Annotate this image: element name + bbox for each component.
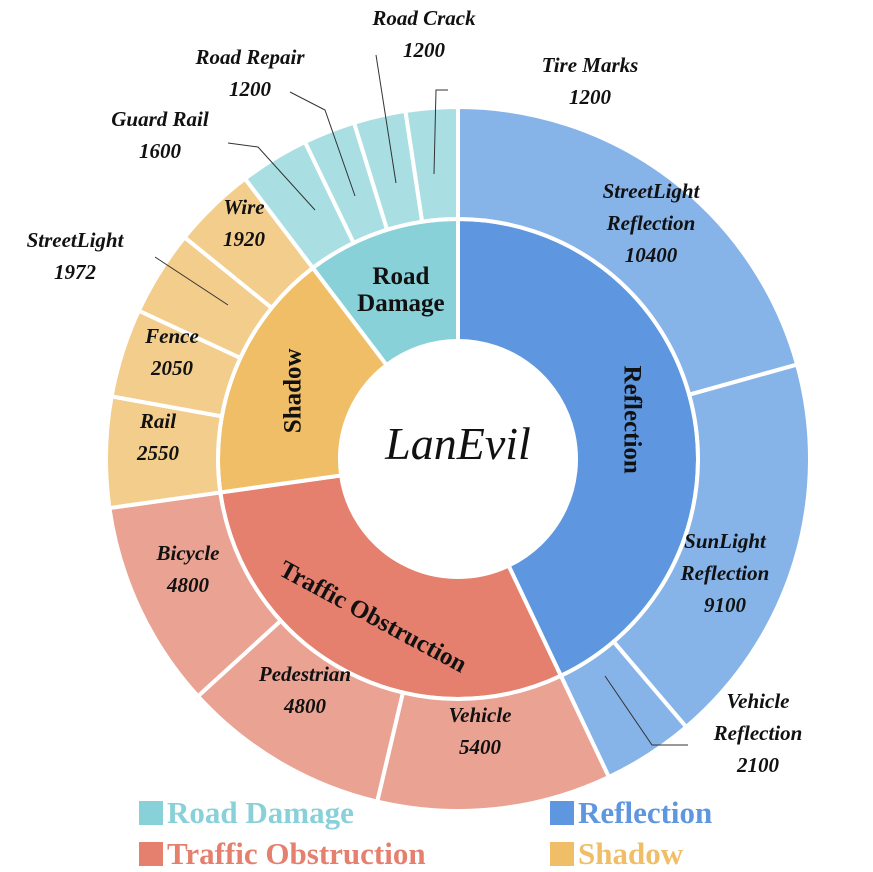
outer-label-road-damage-road-repair: Road Repair 1200 bbox=[194, 45, 305, 101]
center-hole bbox=[341, 342, 575, 576]
center-label: LanEvil bbox=[384, 418, 531, 469]
outer-slice-reflection-streetlight-reflection bbox=[456, 104, 800, 398]
leader-line-guard-rail bbox=[227, 142, 316, 211]
leader-line-road-repair bbox=[289, 91, 356, 197]
outer-label-traffic-obstruction-vehicle: Vehicle 5400 bbox=[449, 703, 512, 759]
leader-line-tire-marks bbox=[433, 89, 448, 175]
leader-line-streetlight bbox=[154, 256, 229, 306]
inner-label-road-damage: Road Damage bbox=[357, 263, 444, 317]
outer-label-road-damage-road-crack: Road Crack 1200 bbox=[371, 6, 476, 62]
outer-label-shadow-fence: Fence 2050 bbox=[144, 324, 199, 380]
outer-labels: StreetLight Reflection 10400 SunLight Reflec… bbox=[27, 6, 803, 777]
outer-label-road-damage-guard-rail: Guard Rail 1600 bbox=[111, 107, 209, 163]
outer-label-traffic-obstruction-pedestrian: Pedestrian 4800 bbox=[258, 662, 351, 718]
outer-label-reflection-streetlight-reflection: StreetLight Reflection 10400 bbox=[603, 179, 701, 267]
outer-label-road-damage-tire-marks: Tire Marks 1200 bbox=[542, 53, 639, 109]
outer-label-shadow-wire: Wire 1920 bbox=[223, 195, 266, 251]
inner-label-shadow: Shadow bbox=[279, 348, 306, 433]
outer-label-traffic-obstruction-bicycle: Bicycle 4800 bbox=[156, 541, 220, 597]
inner-label-reflection: Reflection bbox=[619, 366, 646, 474]
outer-label-shadow-rail: Rail 2550 bbox=[136, 409, 180, 465]
leader-lines bbox=[154, 54, 688, 746]
outer-slice-road-damage-tire-marks bbox=[403, 104, 460, 224]
leader-line-road-crack bbox=[375, 54, 397, 184]
leader-line-vehicle-reflection bbox=[604, 675, 688, 746]
outer-ring bbox=[104, 104, 812, 813]
outer-label-reflection-sunlight-reflection: SunLight Reflection 9100 bbox=[680, 529, 770, 617]
outer-label-shadow-streetlight: StreetLight 1972 bbox=[27, 228, 125, 284]
outer-label-reflection-vehicle-reflection: Vehicle Reflection 2100 bbox=[713, 689, 803, 777]
